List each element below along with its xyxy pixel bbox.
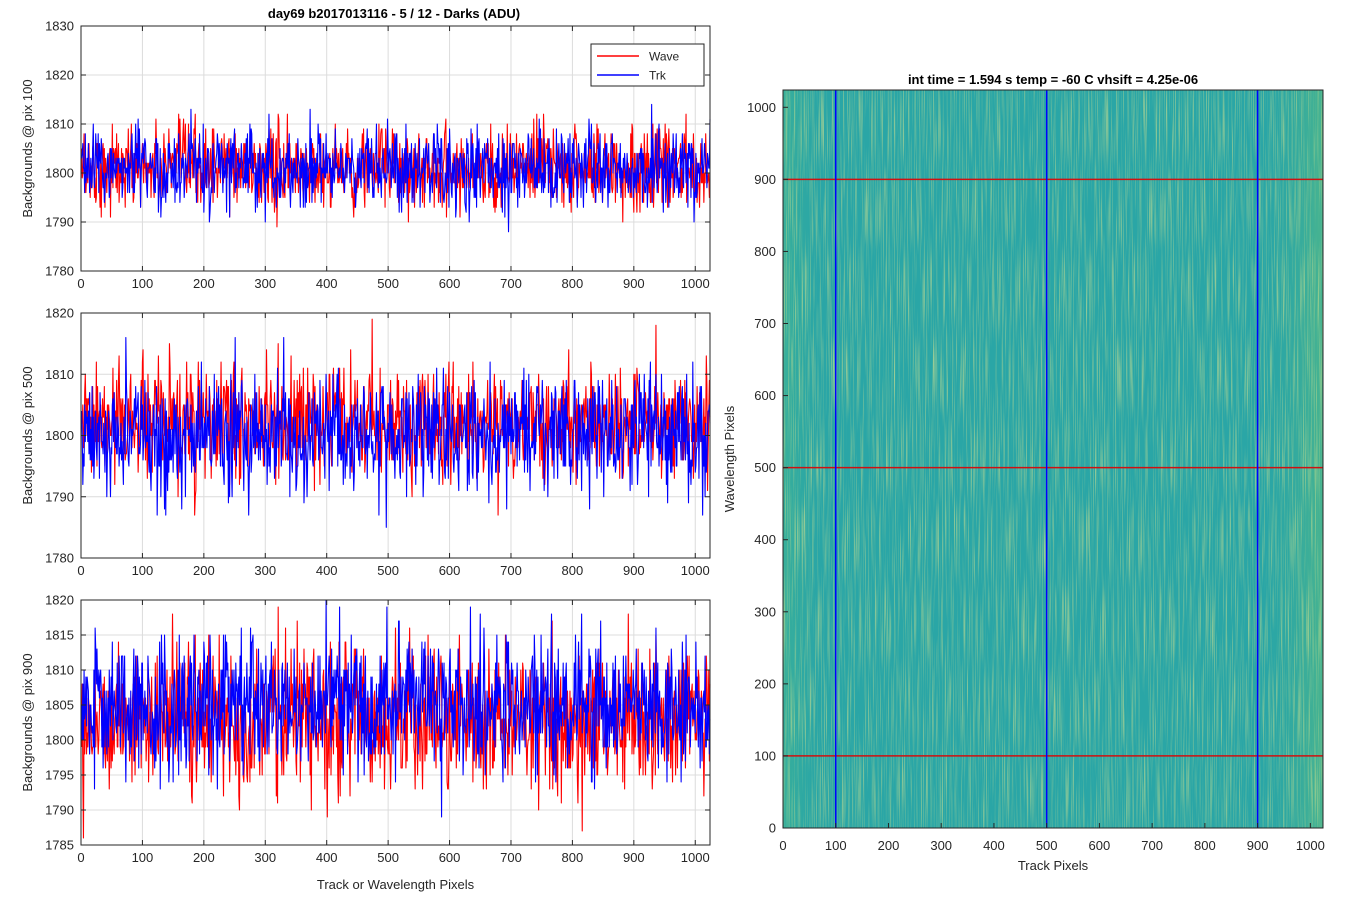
legend-box <box>590 43 705 87</box>
x-tick-label: 0 <box>77 563 84 578</box>
x-tick-label: 600 <box>439 276 461 291</box>
heatmap-axes-box <box>782 89 1324 829</box>
legend: Wave Trk <box>590 43 705 87</box>
x-tick-label: 100 <box>132 276 154 291</box>
x-tick-label: 400 <box>316 563 338 578</box>
y-tick-label: 1780 <box>45 264 74 279</box>
y-tick-label: 1780 <box>45 551 74 566</box>
x-tick-label: 300 <box>930 838 952 853</box>
x-tick-label: 0 <box>779 838 786 853</box>
y-tick-label: 0 <box>769 821 776 836</box>
y-tick-label: 1785 <box>45 838 74 853</box>
x-tick-label: 600 <box>1089 838 1111 853</box>
x-tick-label: 400 <box>316 276 338 291</box>
x-tick-label: 1000 <box>681 563 710 578</box>
x-axis-label: Track or Wavelength Pixels <box>317 877 475 892</box>
y-tick-label: 1810 <box>45 117 74 132</box>
y-tick-label: 1815 <box>45 628 74 643</box>
x-tick-label: 900 <box>623 563 645 578</box>
x-tick-label: 300 <box>254 850 276 865</box>
x-tick-label: 200 <box>193 563 215 578</box>
heatmap-title: int time = 1.594 s temp = -60 C vhsift =… <box>908 72 1198 87</box>
x-tick-label: 900 <box>623 850 645 865</box>
y-tick-label: 1800 <box>45 166 74 181</box>
y-tick-label: 1820 <box>45 306 74 321</box>
figure-suptitle: day69 b2017013116 - 5 / 12 - Darks (ADU) <box>268 6 520 21</box>
x-tick-label: 800 <box>562 276 584 291</box>
y-tick-label: 600 <box>754 388 776 403</box>
x-tick-label: 900 <box>623 276 645 291</box>
y-tick-label: 1790 <box>45 803 74 818</box>
series-line-trk <box>81 599 711 818</box>
y-tick-label: 1820 <box>45 68 74 83</box>
x-tick-label: 1000 <box>681 276 710 291</box>
x-tick-label: 0 <box>77 850 84 865</box>
y-tick-label: 1000 <box>747 100 776 115</box>
line-chart-pix-900: 0 100 200 300 400 500 600 700 800 900 1000 1785 1790… <box>20 593 711 892</box>
y-axis-label: Backgrounds @ pix 500 <box>20 366 35 504</box>
y-tick-label: 800 <box>754 244 776 259</box>
y-tick-label: 400 <box>754 532 776 547</box>
x-tick-label: 500 <box>377 563 399 578</box>
line-chart-pix-100: 0 100 200 300 400 500 600 700 800 900 1000 1780 1790… <box>20 19 711 291</box>
x-tick-label: 200 <box>193 276 215 291</box>
x-tick-label: 800 <box>562 563 584 578</box>
heatmap-noise <box>783 90 1323 828</box>
y-tick-label: 1800 <box>45 428 74 443</box>
y-tick-label: 200 <box>754 676 776 691</box>
x-tick-label: 700 <box>500 276 522 291</box>
y-tick-label: 700 <box>754 316 776 331</box>
y-axis-label: Backgrounds @ pix 100 <box>20 79 35 217</box>
axes-box <box>80 599 711 846</box>
y-tick-label: 1790 <box>45 215 74 230</box>
line-chart-pix-500: 0 100 200 300 400 500 600 700 800 900 1000 1780 1790… <box>20 306 711 578</box>
x-tick-label: 200 <box>193 850 215 865</box>
x-tick-label: 600 <box>439 563 461 578</box>
x-tick-label: 500 <box>377 276 399 291</box>
x-tick-label: 200 <box>878 838 900 853</box>
series-line-trk <box>81 336 711 528</box>
legend-label-wave: Wave <box>649 50 680 64</box>
x-tick-label: 700 <box>1141 838 1163 853</box>
series-line-trk <box>81 103 711 233</box>
x-tick-label: 0 <box>77 276 84 291</box>
x-tick-label: 700 <box>500 563 522 578</box>
x-tick-label: 400 <box>983 838 1005 853</box>
x-tick-label: 600 <box>439 850 461 865</box>
y-tick-label: 300 <box>754 604 776 619</box>
x-tick-label: 800 <box>1194 838 1216 853</box>
y-tick-label: 1795 <box>45 768 74 783</box>
axes-box <box>80 25 711 272</box>
y-tick-label: 1830 <box>45 19 74 34</box>
x-tick-label: 300 <box>254 563 276 578</box>
x-tick-label: 700 <box>500 850 522 865</box>
y-tick-label: 1810 <box>45 367 74 382</box>
x-tick-label: 500 <box>377 850 399 865</box>
legend-label-trk: Trk <box>649 69 667 83</box>
y-tick-label: 900 <box>754 172 776 187</box>
x-tick-label: 100 <box>132 563 154 578</box>
x-tick-label: 300 <box>254 276 276 291</box>
y-tick-label: 1790 <box>45 489 74 504</box>
y-tick-label: 1810 <box>45 663 74 678</box>
x-tick-label: 1000 <box>1296 838 1325 853</box>
y-tick-label: 1820 <box>45 593 74 608</box>
x-tick-label: 400 <box>316 850 338 865</box>
y-axis-label: Wavelength Pixels <box>722 405 737 512</box>
y-tick-label: 100 <box>754 748 776 763</box>
x-axis-label: Track Pixels <box>1018 858 1089 873</box>
x-tick-label: 500 <box>1036 838 1058 853</box>
y-tick-label: 1800 <box>45 733 74 748</box>
x-tick-label: 900 <box>1247 838 1269 853</box>
x-tick-label: 100 <box>825 838 847 853</box>
x-tick-label: 800 <box>562 850 584 865</box>
y-tick-label: 1805 <box>45 698 74 713</box>
heatmap-chart: int time = 1.594 s temp = -60 C vhsift =… <box>722 72 1325 873</box>
y-tick-label: 500 <box>754 460 776 475</box>
x-tick-label: 100 <box>132 850 154 865</box>
x-tick-label: 1000 <box>681 850 710 865</box>
y-axis-label: Backgrounds @ pix 900 <box>20 653 35 791</box>
